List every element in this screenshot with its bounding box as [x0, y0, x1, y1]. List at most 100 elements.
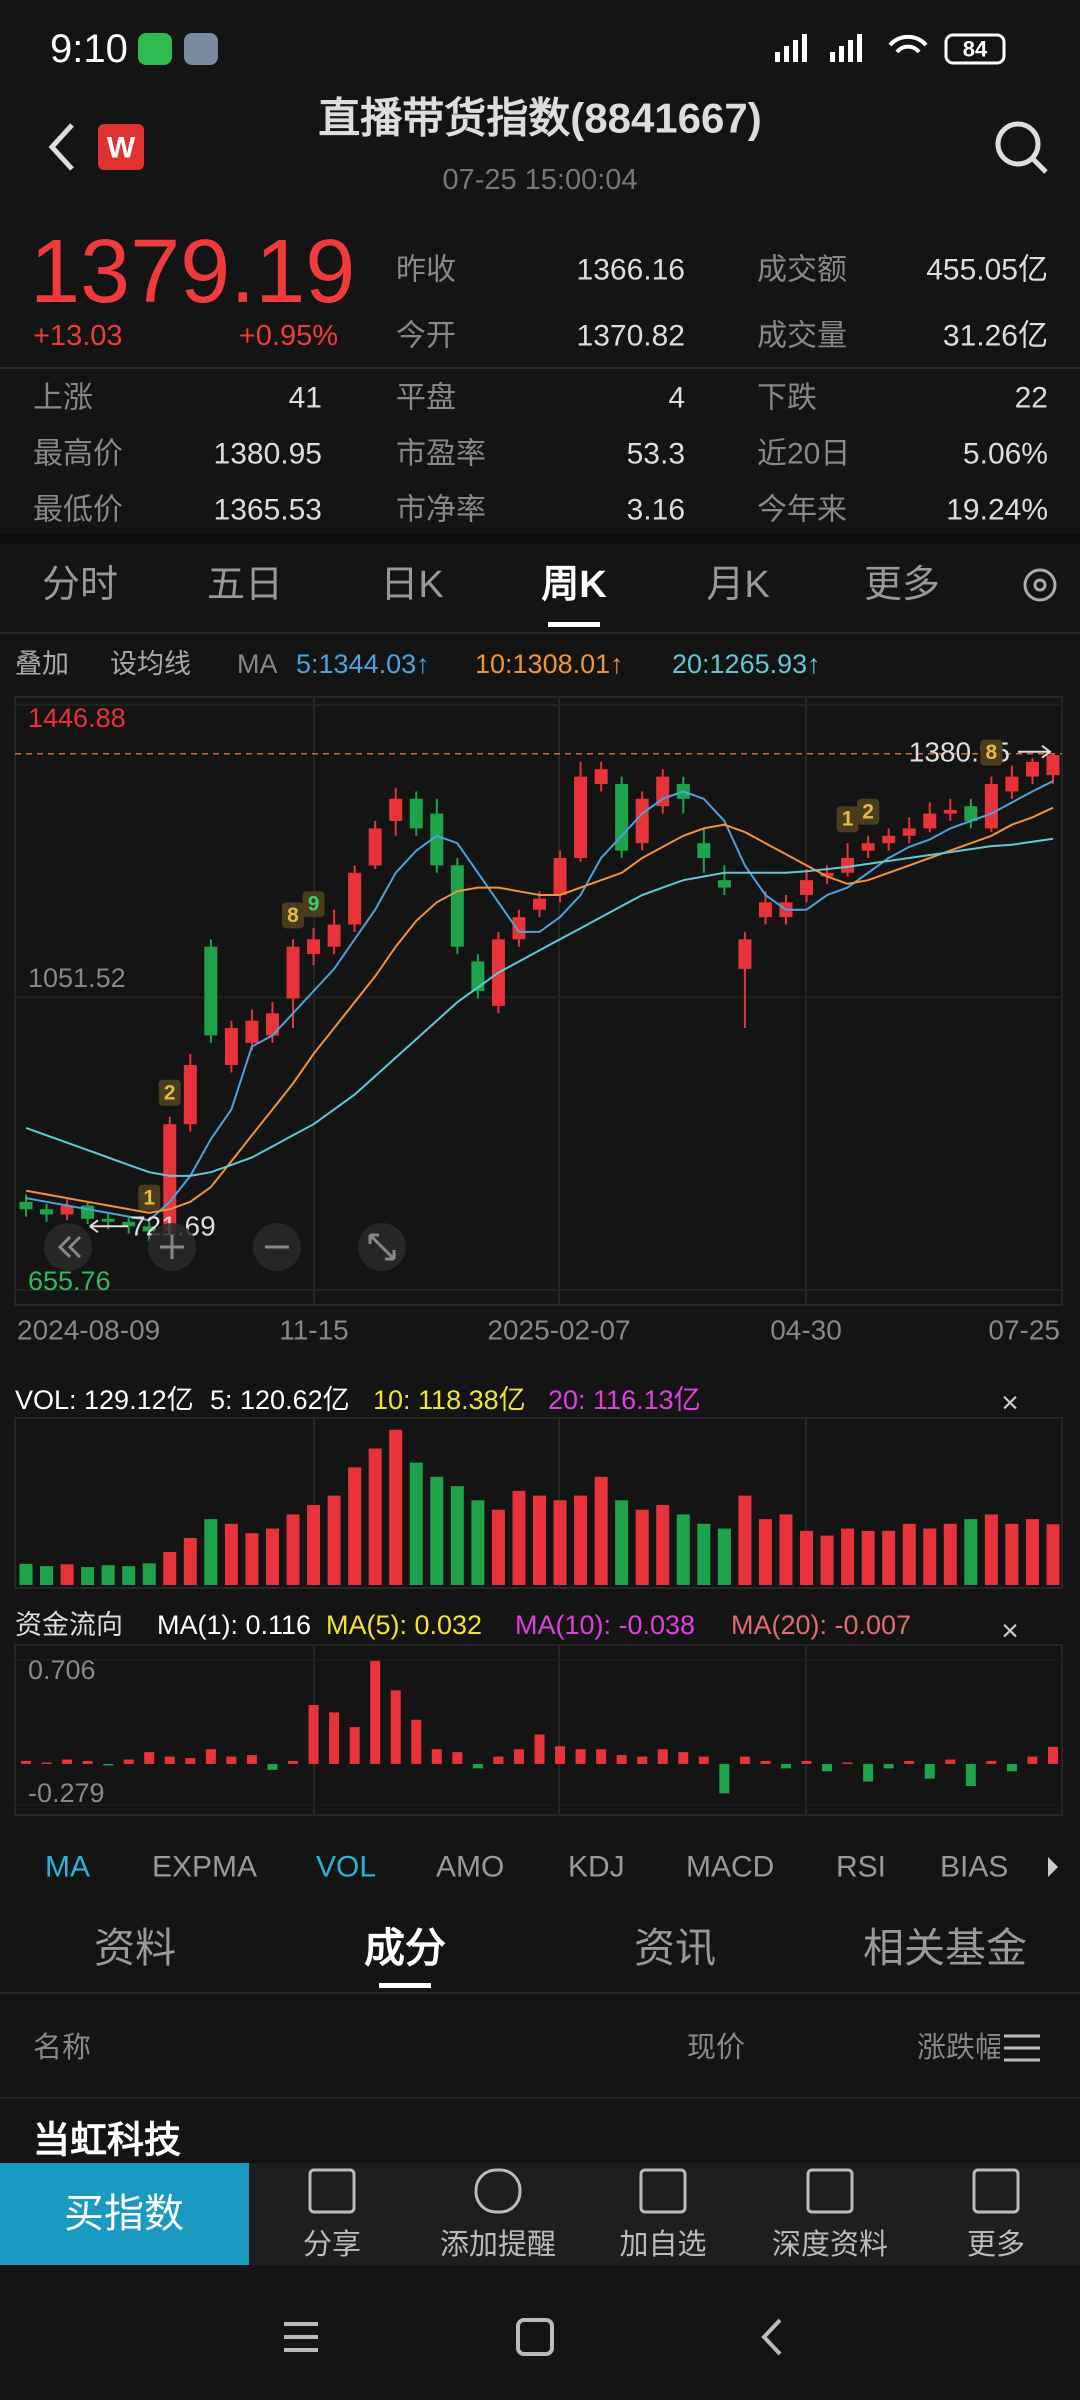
volume-legend: VOL: 129.12亿	[15, 1385, 194, 1415]
fund-bar	[596, 1749, 607, 1764]
fund-bar	[452, 1752, 463, 1764]
signal-badge	[158, 1079, 181, 1106]
overlay-button[interactable]: 叠加	[15, 649, 69, 679]
stat-label: 成交量	[757, 320, 847, 353]
volume-bar	[800, 1530, 814, 1585]
stat-label: 市盈率	[396, 438, 486, 471]
fund-bar	[575, 1749, 586, 1764]
candle-body	[984, 784, 998, 829]
close-volume[interactable]: ×	[1001, 1387, 1019, 1420]
section-tab[interactable]: 相关基金	[863, 1925, 1027, 1971]
y-tick-label: 1051.52	[28, 963, 126, 993]
fund-bar	[164, 1756, 175, 1764]
stat-value: 53.3	[627, 438, 685, 471]
action-label[interactable]: 添加提醒	[440, 2228, 556, 2261]
fund-bar	[267, 1763, 278, 1770]
close-fund[interactable]: ×	[1001, 1615, 1019, 1648]
settings-button[interactable]	[1023, 568, 1057, 602]
indicator-tab[interactable]: KDJ	[568, 1851, 625, 1884]
section-tab[interactable]: 成分	[364, 1925, 446, 1971]
stat-value: 31.26亿	[943, 320, 1048, 353]
period-tab[interactable]: 更多	[864, 564, 940, 606]
candle-body	[902, 828, 916, 836]
action-label[interactable]: 更多	[967, 2228, 1025, 2261]
action-label[interactable]: 分享	[303, 2228, 361, 2261]
candle-body	[245, 1020, 259, 1043]
fund-bar	[616, 1755, 627, 1764]
signal-badge	[836, 806, 859, 833]
indicator-tab[interactable]: MA	[45, 1851, 90, 1884]
fund-bar	[965, 1763, 976, 1787]
fund-bar	[760, 1760, 771, 1764]
action-icon	[972, 2168, 1020, 2214]
fund-bar	[555, 1746, 566, 1764]
set-ma-button[interactable]: 设均线	[110, 649, 191, 679]
title: 直播带货指数(8841667)	[318, 95, 761, 142]
fund-bar	[431, 1749, 442, 1764]
section-tab[interactable]: 资讯	[634, 1925, 716, 1971]
fund-bar	[62, 1759, 73, 1764]
volume-bar	[307, 1505, 321, 1585]
stat-label: 市净率	[396, 494, 486, 527]
period-tab[interactable]: 日K	[380, 564, 443, 606]
fund-bar	[1027, 1756, 1038, 1764]
fund-bar	[493, 1756, 504, 1764]
volume-bar	[902, 1523, 916, 1585]
search-button[interactable]	[995, 121, 1041, 167]
period-tab[interactable]: 周K	[541, 564, 607, 606]
action-label[interactable]: 加自选	[619, 2228, 706, 2261]
volume-bar	[409, 1462, 423, 1585]
indicator-tab[interactable]: AMO	[436, 1851, 504, 1884]
expand-icon	[368, 1233, 396, 1261]
stat-label: 最高价	[33, 438, 123, 471]
volume-pane	[14, 1417, 1063, 1589]
nav-menu[interactable]	[284, 2322, 318, 2352]
candle-body	[265, 1013, 279, 1036]
stat-label: 下跌	[757, 382, 817, 415]
back-button[interactable]	[48, 123, 74, 171]
volume-bar	[224, 1523, 238, 1585]
stat-value: 1365.53	[214, 494, 322, 527]
candle-body	[327, 924, 341, 947]
candle-body	[553, 857, 567, 895]
menu-icon	[1004, 2034, 1040, 2062]
candle-body	[882, 835, 896, 844]
indicator-tab[interactable]: BIAS	[940, 1851, 1008, 1884]
x-tick-label: 11-15	[279, 1315, 349, 1346]
high-marker-arrow	[1018, 744, 1052, 759]
volume-bar	[265, 1528, 279, 1585]
more-indicators[interactable]	[1048, 1857, 1058, 1877]
fund-legend: MA(5): 0.032	[326, 1610, 482, 1640]
action-label[interactable]: 深度资料	[772, 2228, 888, 2261]
signal-label: 2	[164, 1081, 176, 1104]
stat-label: 近20日	[757, 438, 850, 471]
signal-label: 8	[287, 904, 299, 927]
x-tick-label: 07-25	[988, 1315, 1060, 1346]
volume-bar	[882, 1530, 896, 1585]
fund-bar	[534, 1734, 545, 1764]
candle-body	[430, 813, 444, 866]
stat-value: 455.05亿	[926, 254, 1048, 287]
ma5-line	[25, 780, 1054, 1222]
battery-level: 84	[963, 37, 988, 62]
period-tab[interactable]: 月K	[706, 564, 769, 606]
period-tab[interactable]: 分时	[42, 564, 118, 606]
section-tab[interactable]: 资料	[94, 1925, 176, 1971]
nav-home[interactable]	[516, 2318, 554, 2356]
indicator-tab[interactable]: MACD	[686, 1851, 774, 1884]
volume-bar	[512, 1490, 526, 1585]
indicator-tab[interactable]: EXPMA	[152, 1851, 257, 1884]
volume-bar	[450, 1486, 464, 1585]
indicator-tab[interactable]: VOL	[316, 1851, 376, 1884]
fund-bar	[185, 1758, 196, 1764]
y-tick-label: 0.706	[28, 1655, 96, 1685]
indicator-tab[interactable]: RSI	[836, 1851, 886, 1884]
column-header: 名称	[33, 2031, 91, 2064]
wifi-icon	[888, 34, 928, 54]
buy-button[interactable]	[0, 2163, 249, 2265]
nav-back[interactable]	[761, 2318, 782, 2356]
volume-bar	[389, 1429, 403, 1585]
period-tab[interactable]: 五日	[207, 564, 283, 606]
